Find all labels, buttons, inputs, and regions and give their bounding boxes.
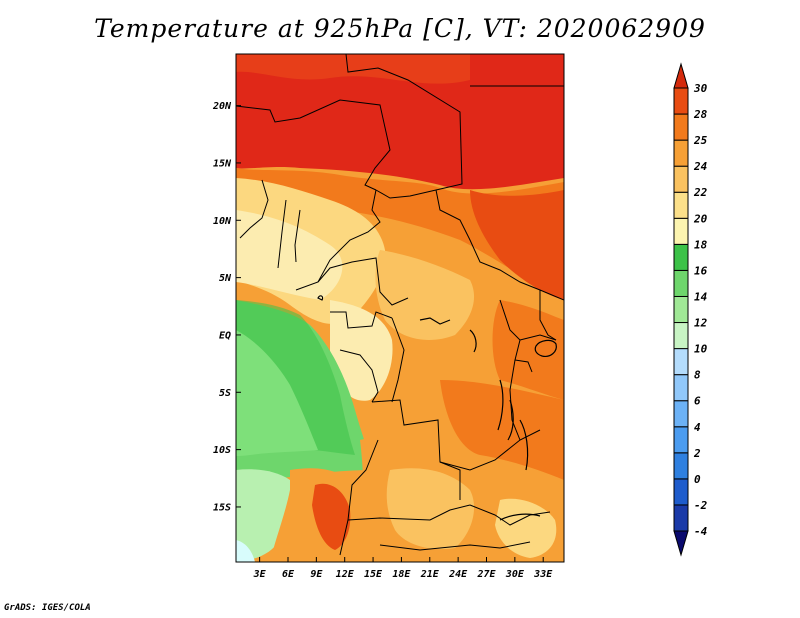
colorbar-segment — [673, 139, 689, 167]
colorbar-segment — [673, 374, 689, 402]
colorbar-label: -2 — [694, 499, 708, 512]
field-southeast-hot — [440, 380, 564, 480]
temperature-field — [236, 54, 564, 562]
field-central-yellow — [375, 250, 475, 340]
y-tick-label: EQ — [219, 330, 231, 341]
colorbar-label: 10 — [694, 343, 708, 356]
y-tick-label: 5N — [219, 273, 232, 284]
colorbar-label: 16 — [694, 264, 708, 277]
lakes — [317, 295, 557, 521]
x-tick-label: 18E — [392, 569, 411, 580]
y-tick-label: 10N — [213, 216, 232, 227]
field-southcentral-yellow — [386, 468, 475, 550]
credit-label: GrADS: IGES/COLA — [4, 603, 91, 613]
x-tick-label: 33E — [533, 569, 553, 580]
colorbar-segment — [673, 322, 689, 350]
colorbar-label: 20 — [693, 212, 708, 225]
field-atlantic-light — [236, 330, 318, 456]
x-tick-label: 12E — [336, 569, 355, 580]
x-tick-label: 15E — [364, 569, 383, 580]
colorbar-label: 22 — [693, 186, 708, 199]
y-tick-label: 15S — [213, 502, 231, 513]
field-east-orange — [492, 300, 564, 400]
field-namib-hot — [312, 483, 351, 550]
x-tick-label: 21E — [420, 569, 440, 580]
field-north-hot-orange — [236, 54, 470, 84]
colorbar-segment — [673, 243, 689, 271]
colorbar-label: 2 — [693, 447, 701, 460]
field-south-atlantic-cyan — [236, 540, 255, 562]
colorbar-label: 25 — [693, 134, 708, 147]
y-tick-label: 10S — [213, 445, 231, 456]
colorbar-segment — [673, 113, 689, 141]
colorbar-segment — [673, 452, 689, 480]
colorbar-segment — [673, 348, 689, 376]
colorbar-segment — [673, 295, 689, 324]
field-guinea-pale — [236, 210, 343, 300]
colorbar-segment — [673, 478, 689, 506]
x-tick-label: 27E — [476, 569, 496, 580]
colorbar-segment — [673, 400, 689, 428]
y-axis: 20N 15N 10N 5N EQ 5S 10S 15S — [212, 101, 241, 513]
colorbar-segment — [673, 504, 689, 532]
colorbar-label: 30 — [693, 82, 708, 95]
colorbar-segment — [673, 165, 689, 193]
x-tick-label: 3E — [253, 569, 267, 580]
colorbar-segment — [673, 269, 689, 297]
x-tick-label: 24E — [448, 569, 468, 580]
colorbar-label: 0 — [694, 473, 701, 486]
colorbar-label: 28 — [693, 108, 708, 121]
colorbar-label: 12 — [694, 317, 708, 330]
colorbar-label: -4 — [694, 525, 708, 538]
colorbar-segment — [673, 87, 689, 115]
x-axis: 3E 6E 9E 12E 15E 18E 21E 24E 27E 30E 33E — [253, 557, 553, 580]
colorbar-label: 14 — [694, 290, 708, 303]
x-tick-label: 9E — [310, 569, 323, 580]
colorbar-low-triangle — [673, 530, 689, 557]
colorbar-label: 24 — [693, 160, 708, 173]
chart-title: Temperature at 925hPa [C], VT: 202006290… — [94, 14, 706, 43]
x-tick-label: 30E — [505, 569, 525, 580]
field-east-hot — [470, 190, 564, 300]
colorbar-segment — [673, 426, 689, 454]
colorbar-segment — [673, 217, 689, 245]
colorbar-label: 6 — [694, 395, 701, 408]
colorbar-label: 18 — [694, 238, 708, 251]
colorbar-segment — [673, 191, 689, 219]
colorbar-high-triangle — [673, 62, 689, 89]
colorbar-label: 8 — [694, 369, 701, 382]
field-congo-pale — [330, 300, 393, 401]
field-north-hot — [236, 54, 564, 190]
colorbar-label: 4 — [694, 421, 701, 434]
country-boundaries — [236, 54, 564, 556]
y-tick-label: 15N — [213, 158, 232, 169]
map-frame — [235, 53, 565, 563]
y-tick-label: 20N — [212, 101, 232, 112]
y-tick-label: 5S — [219, 388, 231, 399]
x-tick-label: 6E — [282, 569, 295, 580]
